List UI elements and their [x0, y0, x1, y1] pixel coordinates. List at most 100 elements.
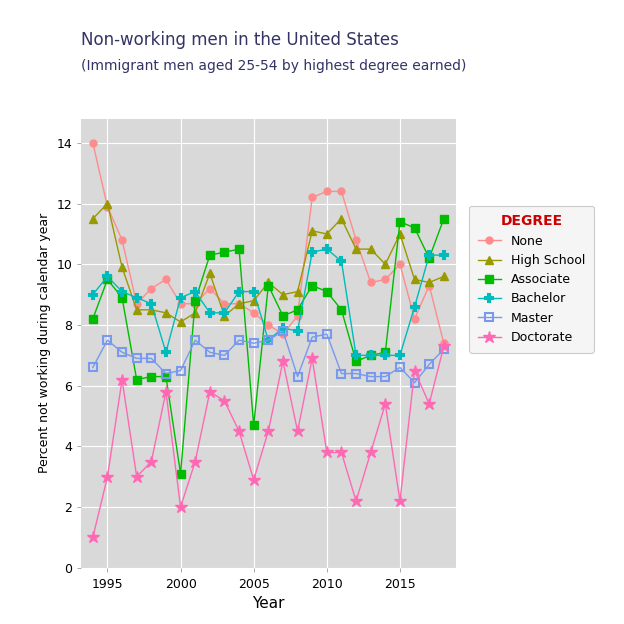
Master — [192, 336, 199, 344]
Doctorate — [192, 458, 199, 466]
Associate — [426, 255, 433, 262]
Bachelor — [411, 303, 418, 311]
Doctorate — [177, 504, 184, 511]
Doctorate — [411, 367, 418, 374]
Bachelor — [338, 258, 345, 265]
None — [381, 276, 389, 283]
None — [440, 339, 447, 347]
None — [235, 300, 243, 308]
Master — [250, 339, 258, 347]
Master — [147, 354, 155, 362]
High School — [119, 263, 126, 271]
None — [89, 139, 97, 147]
Master — [221, 351, 228, 359]
Bachelor — [221, 309, 228, 316]
Master — [367, 373, 374, 381]
Bachelor — [235, 288, 243, 295]
None — [104, 203, 111, 210]
Line: Bachelor: Bachelor — [89, 245, 448, 359]
Bachelor — [367, 351, 374, 359]
None — [353, 236, 360, 244]
Associate — [192, 297, 199, 305]
Master — [162, 370, 170, 378]
Doctorate — [221, 397, 228, 404]
Bachelor — [308, 248, 316, 256]
Doctorate — [89, 534, 97, 541]
Associate — [265, 282, 272, 290]
Doctorate — [440, 343, 447, 350]
Doctorate — [133, 473, 140, 480]
Associate — [440, 215, 447, 223]
Master — [353, 370, 360, 378]
Doctorate — [308, 354, 316, 362]
Doctorate — [235, 427, 243, 435]
Bachelor — [119, 288, 126, 295]
None — [250, 309, 258, 316]
None — [279, 330, 286, 338]
Associate — [235, 245, 243, 253]
None — [162, 276, 170, 283]
Bachelor — [265, 336, 272, 344]
None — [192, 300, 199, 308]
High School — [308, 227, 316, 235]
None — [426, 282, 433, 290]
Associate — [411, 224, 418, 232]
Bachelor — [147, 300, 155, 308]
Associate — [294, 306, 301, 313]
Master — [426, 361, 433, 368]
High School — [206, 270, 213, 277]
None — [265, 321, 272, 329]
Text: Non-working men in the United States: Non-working men in the United States — [81, 31, 399, 49]
Associate — [206, 251, 213, 259]
Associate — [279, 312, 286, 319]
Bachelor — [353, 351, 360, 359]
Master — [294, 373, 301, 381]
Doctorate — [338, 449, 345, 456]
Doctorate — [323, 449, 331, 456]
Master — [323, 330, 331, 338]
Associate — [323, 288, 331, 295]
Doctorate — [294, 427, 301, 435]
Associate — [89, 315, 97, 323]
Bachelor — [323, 245, 331, 253]
Associate — [104, 276, 111, 283]
Associate — [308, 282, 316, 290]
High School — [367, 245, 374, 253]
Master — [381, 373, 389, 381]
Associate — [367, 351, 374, 359]
None — [147, 285, 155, 292]
High School — [440, 273, 447, 280]
None — [323, 188, 331, 195]
High School — [147, 306, 155, 313]
Line: High School: High School — [89, 200, 448, 326]
Associate — [396, 218, 404, 225]
High School — [235, 300, 243, 308]
Bachelor — [162, 349, 170, 356]
High School — [338, 215, 345, 223]
Associate — [119, 294, 126, 301]
Master — [89, 364, 97, 371]
Associate — [353, 358, 360, 365]
Bachelor — [396, 351, 404, 359]
Doctorate — [147, 458, 155, 466]
Master — [411, 379, 418, 386]
None — [308, 193, 316, 201]
High School — [265, 279, 272, 286]
Legend: None, High School, Associate, Bachelor, Master, Doctorate: None, High School, Associate, Bachelor, … — [469, 206, 593, 353]
High School — [221, 312, 228, 319]
Associate — [221, 248, 228, 256]
Master — [279, 328, 286, 335]
Master — [133, 354, 140, 362]
Associate — [250, 421, 258, 429]
High School — [177, 318, 184, 326]
High School — [411, 276, 418, 283]
Y-axis label: Percent not working during calendar year: Percent not working during calendar year — [37, 213, 51, 474]
High School — [89, 215, 97, 223]
Master — [206, 349, 213, 356]
High School — [396, 230, 404, 238]
Master — [265, 336, 272, 344]
Bachelor — [192, 288, 199, 295]
Bachelor — [177, 294, 184, 301]
Master — [308, 333, 316, 341]
None — [221, 300, 228, 308]
